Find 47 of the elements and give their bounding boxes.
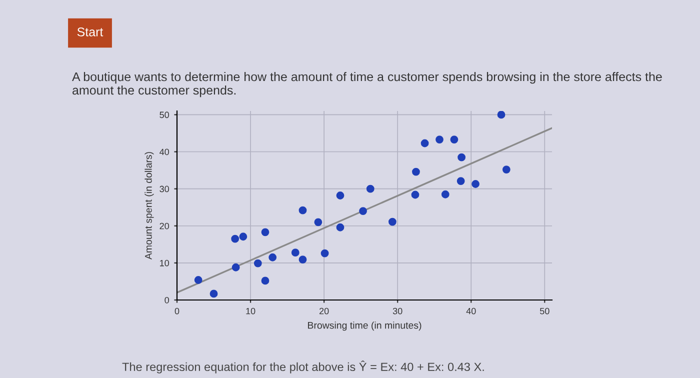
y-tick-label: 10 [160,260,170,266]
point [412,168,420,176]
x-tick-label: 50 [540,308,550,314]
point [261,228,270,236]
point [298,256,307,264]
point [497,111,506,119]
point [411,190,420,199]
point [366,184,374,193]
x-tick-label: 0 [174,308,180,314]
point [298,206,307,214]
y-tick-label: 40 [160,148,170,156]
point [388,218,396,226]
point [194,276,202,284]
y-axis-title: Amount spent (in dollars) [144,152,154,260]
text: The regression equation for the plot above is Ŷ = Ex: 40 + Ex: 0.43 X. [122,360,484,374]
point [441,190,450,198]
x-tick-label: 30 [392,308,402,314]
point [502,166,510,174]
y-tick-label: 20 [160,222,170,230]
x-tick-label: 10 [246,308,256,314]
y-tick-label: 0 [164,296,170,304]
point [268,253,277,262]
point [472,180,480,188]
point [314,218,322,226]
point [336,223,344,232]
point [436,136,444,144]
point [336,192,344,200]
chart-title: A boutique wants to determine how the amount of time a customer spends browsing in the store affects the amount the customer spends. [72,72,662,98]
point [210,290,218,298]
point [456,177,465,185]
text: Start [77,28,104,36]
point [239,232,248,241]
point [450,136,458,144]
point [420,139,429,148]
point [291,248,300,257]
x-axis-title: Browsing time (in minutes) [308,322,422,331]
point [458,153,466,162]
point [254,259,262,268]
point [359,207,367,216]
point [232,263,240,272]
y-tick-label: 30 [160,186,170,192]
point [320,249,329,258]
y-tick-label: 50 [160,112,170,118]
point [231,234,240,243]
x-tick-label: 20 [319,308,329,314]
x-tick-label: 40 [466,308,476,314]
point [261,276,270,285]
